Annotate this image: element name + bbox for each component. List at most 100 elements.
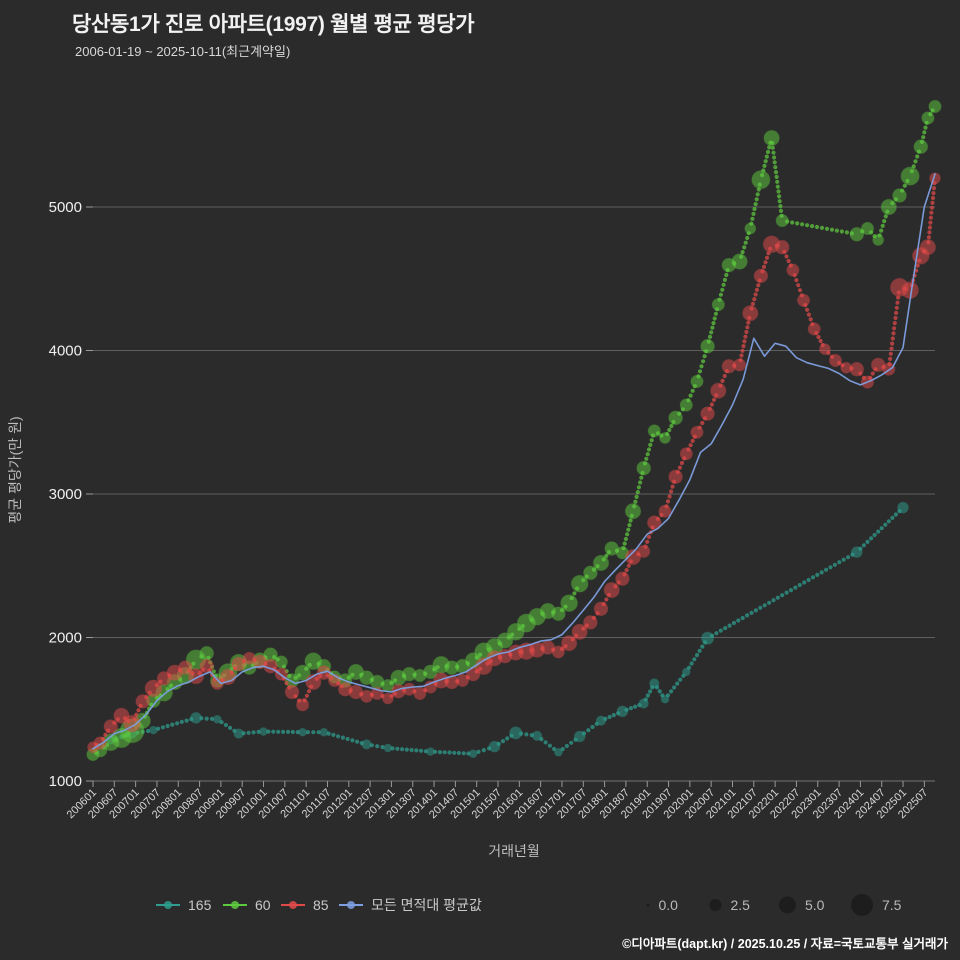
- series-connector-dot: [665, 499, 671, 504]
- series-connector-dot: [284, 681, 289, 686]
- series-connector-dot: [818, 338, 823, 344]
- series-connector-dot: [418, 748, 424, 753]
- series-connector-dot: [883, 214, 888, 219]
- series-connector-dot: [883, 522, 888, 527]
- series-connector-dot: [780, 593, 785, 598]
- data-bubble: [796, 293, 811, 307]
- series-connector-dot: [456, 750, 461, 756]
- series-connector-dot: [806, 312, 812, 317]
- series-connector-dot: [808, 317, 813, 322]
- legend-item-모든 면적대 평균값[interactable]: 모든 면적대 평균값: [339, 897, 482, 913]
- series-connector-dot: [829, 227, 835, 232]
- data-bubble: [700, 406, 715, 422]
- series-connector-dot: [778, 208, 784, 213]
- data-bubble: [560, 594, 578, 612]
- series-connector-dot: [754, 197, 759, 202]
- series-connector-dot: [889, 346, 894, 351]
- series-connector-dot: [816, 334, 821, 340]
- series-connector-dot: [931, 186, 937, 191]
- series-connector-dot: [669, 489, 674, 494]
- series-connector-dot: [304, 693, 309, 698]
- series-connector-dot: [745, 613, 750, 618]
- series-connector-dot: [228, 725, 233, 731]
- series-connector-dot: [246, 730, 251, 735]
- series-connector-dot: [688, 443, 693, 448]
- y-tick-label: 2000: [49, 630, 82, 647]
- data-bubble: [647, 424, 661, 438]
- series-connector-dot: [810, 575, 816, 580]
- legend-item-60[interactable]: 60: [223, 897, 271, 913]
- series-connector-dot: [810, 224, 815, 229]
- series-connector-dot: [771, 150, 776, 155]
- series-connector-dot: [626, 527, 631, 532]
- series-connector-dot: [285, 729, 291, 735]
- y-axis-title: 평균 평당가(만 원): [7, 416, 23, 523]
- data-bubble: [294, 664, 311, 681]
- series-connector-dot: [913, 159, 918, 164]
- series-connector-dot: [762, 163, 767, 168]
- series-connector-dot: [796, 283, 801, 288]
- data-bubble: [690, 425, 704, 439]
- legend-item-165[interactable]: 165: [156, 897, 212, 913]
- series-connector-dot: [452, 750, 457, 755]
- series-connector-dot: [569, 740, 574, 745]
- series-connector-dot: [645, 693, 651, 698]
- series-connector-dot: [700, 420, 705, 426]
- series-connector-dot: [476, 749, 481, 755]
- series-connector-dot: [404, 747, 409, 752]
- series-connector-dot: [437, 750, 443, 755]
- series-connector-dot: [724, 272, 729, 278]
- series-connector-dot: [306, 689, 312, 694]
- series-connector-dot: [714, 631, 719, 636]
- series-connector-dot: [926, 235, 932, 240]
- data-bubble: [681, 667, 691, 677]
- legend-label: 60: [255, 897, 271, 913]
- data-bubble: [753, 268, 769, 284]
- series-connector-dot: [929, 205, 935, 210]
- series-connector-dot: [505, 736, 510, 741]
- series-connector-dot: [646, 447, 652, 452]
- series-connector-dot: [778, 204, 783, 209]
- legend-item-85[interactable]: 85: [281, 897, 329, 913]
- series-connector-dot: [409, 747, 414, 753]
- data-bubble: [751, 170, 771, 190]
- series-connector-dot: [649, 438, 654, 443]
- series-connector-dot: [644, 456, 649, 461]
- series-connector-dot: [846, 555, 851, 560]
- series-connector-dot: [930, 200, 935, 205]
- data-bubble: [573, 730, 586, 743]
- series-connector-dot: [626, 563, 631, 568]
- y-tick-label: 1000: [49, 773, 82, 790]
- data-bubble: [919, 239, 937, 256]
- series-connector-dot: [921, 135, 926, 140]
- series-connector-dot: [927, 230, 932, 235]
- series-connector-dot: [179, 719, 184, 725]
- series-connector-dot: [547, 743, 553, 748]
- series-connector-dot: [752, 206, 757, 212]
- series-connector-dot: [669, 689, 674, 694]
- series-connector-dot: [251, 730, 256, 735]
- data-bubble: [199, 645, 215, 661]
- series-connector-dot: [806, 577, 811, 583]
- series-connector-dot: [786, 258, 791, 264]
- series-connector-dot: [890, 336, 895, 341]
- size-legend-label: 2.5: [731, 897, 751, 913]
- legend[interactable]: 165 60 85 모든 면적대 평균값 0.0 2.5 5.0 7.5: [156, 894, 902, 916]
- data-bubble: [638, 698, 650, 709]
- series-connector-dot: [701, 359, 706, 364]
- series-connector-dot: [800, 222, 805, 227]
- series-connector-dot: [758, 605, 763, 610]
- data-bubble: [710, 382, 727, 399]
- series-connector-dot: [646, 534, 652, 540]
- data-bubble: [190, 711, 202, 724]
- series-connector-dot: [395, 746, 400, 751]
- series-connector-dot: [746, 320, 751, 325]
- legend-swatch-dot: [347, 901, 355, 909]
- series-connector-dot: [711, 397, 717, 402]
- series-connector-dot: [915, 263, 920, 268]
- series-connector-dot: [709, 330, 714, 335]
- series-connector-dot: [888, 351, 893, 356]
- data-bubble: [259, 727, 268, 736]
- y-axis-ticks: 1000 2000 3000 4000 5000: [49, 199, 93, 790]
- series-connector-dot: [628, 706, 634, 711]
